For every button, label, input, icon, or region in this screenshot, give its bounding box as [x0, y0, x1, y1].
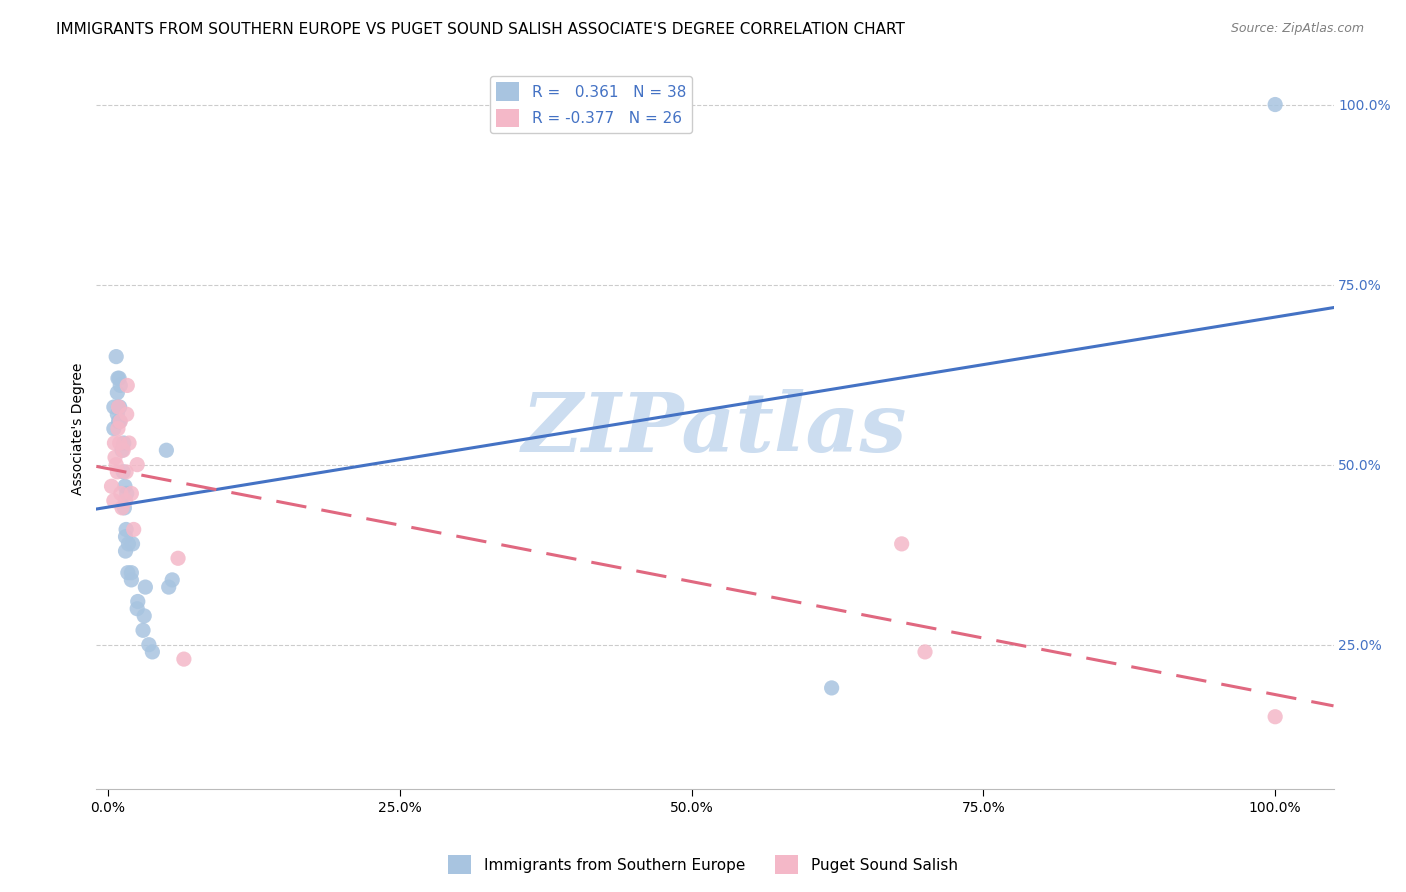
Point: [127, 458, 149, 472]
Point: [108, 400, 131, 414]
Point: [115, 486, 138, 500]
Legend: R =   0.361   N = 38, R = -0.377   N = 26: R = 0.361 N = 38, R = -0.377 N = 26: [491, 76, 692, 133]
Point: [111, 443, 134, 458]
Point: [173, 652, 195, 666]
Point: [121, 537, 143, 551]
Point: [105, 350, 128, 364]
Point: [107, 400, 129, 414]
Point: [138, 638, 160, 652]
Point: [104, 450, 127, 465]
Point: [120, 573, 142, 587]
Point: [103, 400, 125, 414]
Point: [117, 566, 139, 580]
Point: [112, 465, 135, 479]
Point: [110, 486, 132, 500]
Text: IMMIGRANTS FROM SOUTHERN EUROPE VS PUGET SOUND SALISH ASSOCIATE'S DEGREE CORRELA: IMMIGRANTS FROM SOUTHERN EUROPE VS PUGET…: [56, 22, 905, 37]
Point: [107, 414, 129, 428]
Point: [114, 493, 136, 508]
Point: [105, 458, 128, 472]
Text: ZIPatlas: ZIPatlas: [522, 389, 908, 468]
Point: [141, 645, 163, 659]
Point: [155, 443, 177, 458]
Point: [127, 601, 149, 615]
Point: [108, 371, 131, 385]
Text: Source: ZipAtlas.com: Source: ZipAtlas.com: [1230, 22, 1364, 36]
Point: [120, 566, 142, 580]
Point: [108, 414, 131, 428]
Point: [107, 400, 129, 414]
Point: [110, 378, 132, 392]
Point: [105, 385, 128, 400]
Point: [103, 422, 125, 436]
Point: [890, 537, 912, 551]
Point: [112, 500, 135, 515]
Point: [1264, 710, 1286, 724]
Point: [1264, 97, 1286, 112]
Point: [112, 443, 135, 458]
Point: [112, 436, 135, 450]
Legend: Immigrants from Southern Europe, Puget Sound Salish: Immigrants from Southern Europe, Puget S…: [443, 849, 963, 880]
Point: [105, 407, 128, 421]
Point: [103, 493, 125, 508]
Point: [160, 573, 183, 587]
Point: [114, 479, 136, 493]
Point: [132, 624, 155, 638]
Point: [114, 530, 136, 544]
Point: [914, 645, 936, 659]
Point: [115, 523, 138, 537]
Point: [100, 479, 122, 493]
Point: [117, 378, 139, 392]
Point: [134, 580, 156, 594]
Point: [167, 551, 190, 566]
Point: [118, 436, 141, 450]
Point: [115, 407, 138, 421]
Point: [120, 486, 142, 500]
Point: [107, 422, 129, 436]
Point: [103, 436, 125, 450]
Point: [127, 594, 149, 608]
Point: [108, 436, 131, 450]
Point: [117, 537, 139, 551]
Point: [107, 371, 129, 385]
Point: [157, 580, 180, 594]
Point: [820, 681, 842, 695]
Point: [115, 465, 138, 479]
Point: [134, 608, 156, 623]
Point: [110, 414, 132, 428]
Point: [111, 500, 134, 515]
Point: [114, 544, 136, 558]
Y-axis label: Associate's Degree: Associate's Degree: [72, 362, 86, 495]
Point: [105, 465, 128, 479]
Point: [122, 523, 145, 537]
